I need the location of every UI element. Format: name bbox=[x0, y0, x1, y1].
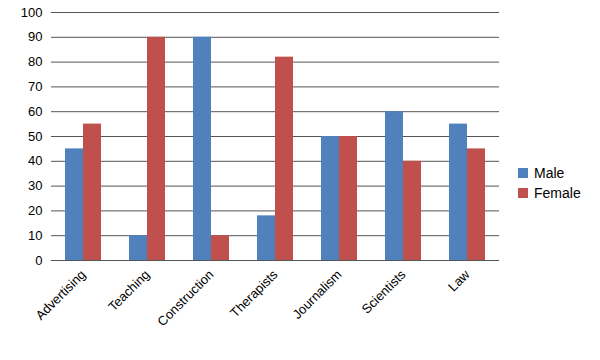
svg-text:Teaching: Teaching bbox=[105, 267, 152, 314]
svg-text:20: 20 bbox=[28, 203, 42, 218]
svg-text:Journalism: Journalism bbox=[290, 267, 345, 322]
svg-text:100: 100 bbox=[21, 5, 43, 20]
svg-text:Therapists: Therapists bbox=[227, 266, 281, 320]
svg-text:10: 10 bbox=[28, 228, 42, 243]
svg-text:60: 60 bbox=[28, 104, 42, 119]
svg-text:Advertising: Advertising bbox=[32, 267, 88, 323]
svg-text:90: 90 bbox=[28, 29, 42, 44]
svg-text:Scientists: Scientists bbox=[359, 266, 409, 316]
svg-text:80: 80 bbox=[28, 54, 42, 69]
svg-text:50: 50 bbox=[28, 129, 42, 144]
svg-text:70: 70 bbox=[28, 79, 42, 94]
html-text:Female: Female bbox=[534, 185, 581, 201]
html-text:Male: Male bbox=[534, 165, 565, 181]
svg-text:Law: Law bbox=[445, 266, 473, 294]
svg-text:Construction: Construction bbox=[154, 267, 216, 329]
svg-text:40: 40 bbox=[28, 153, 42, 168]
svg-text:0: 0 bbox=[35, 253, 42, 268]
svg-text:30: 30 bbox=[28, 178, 42, 193]
